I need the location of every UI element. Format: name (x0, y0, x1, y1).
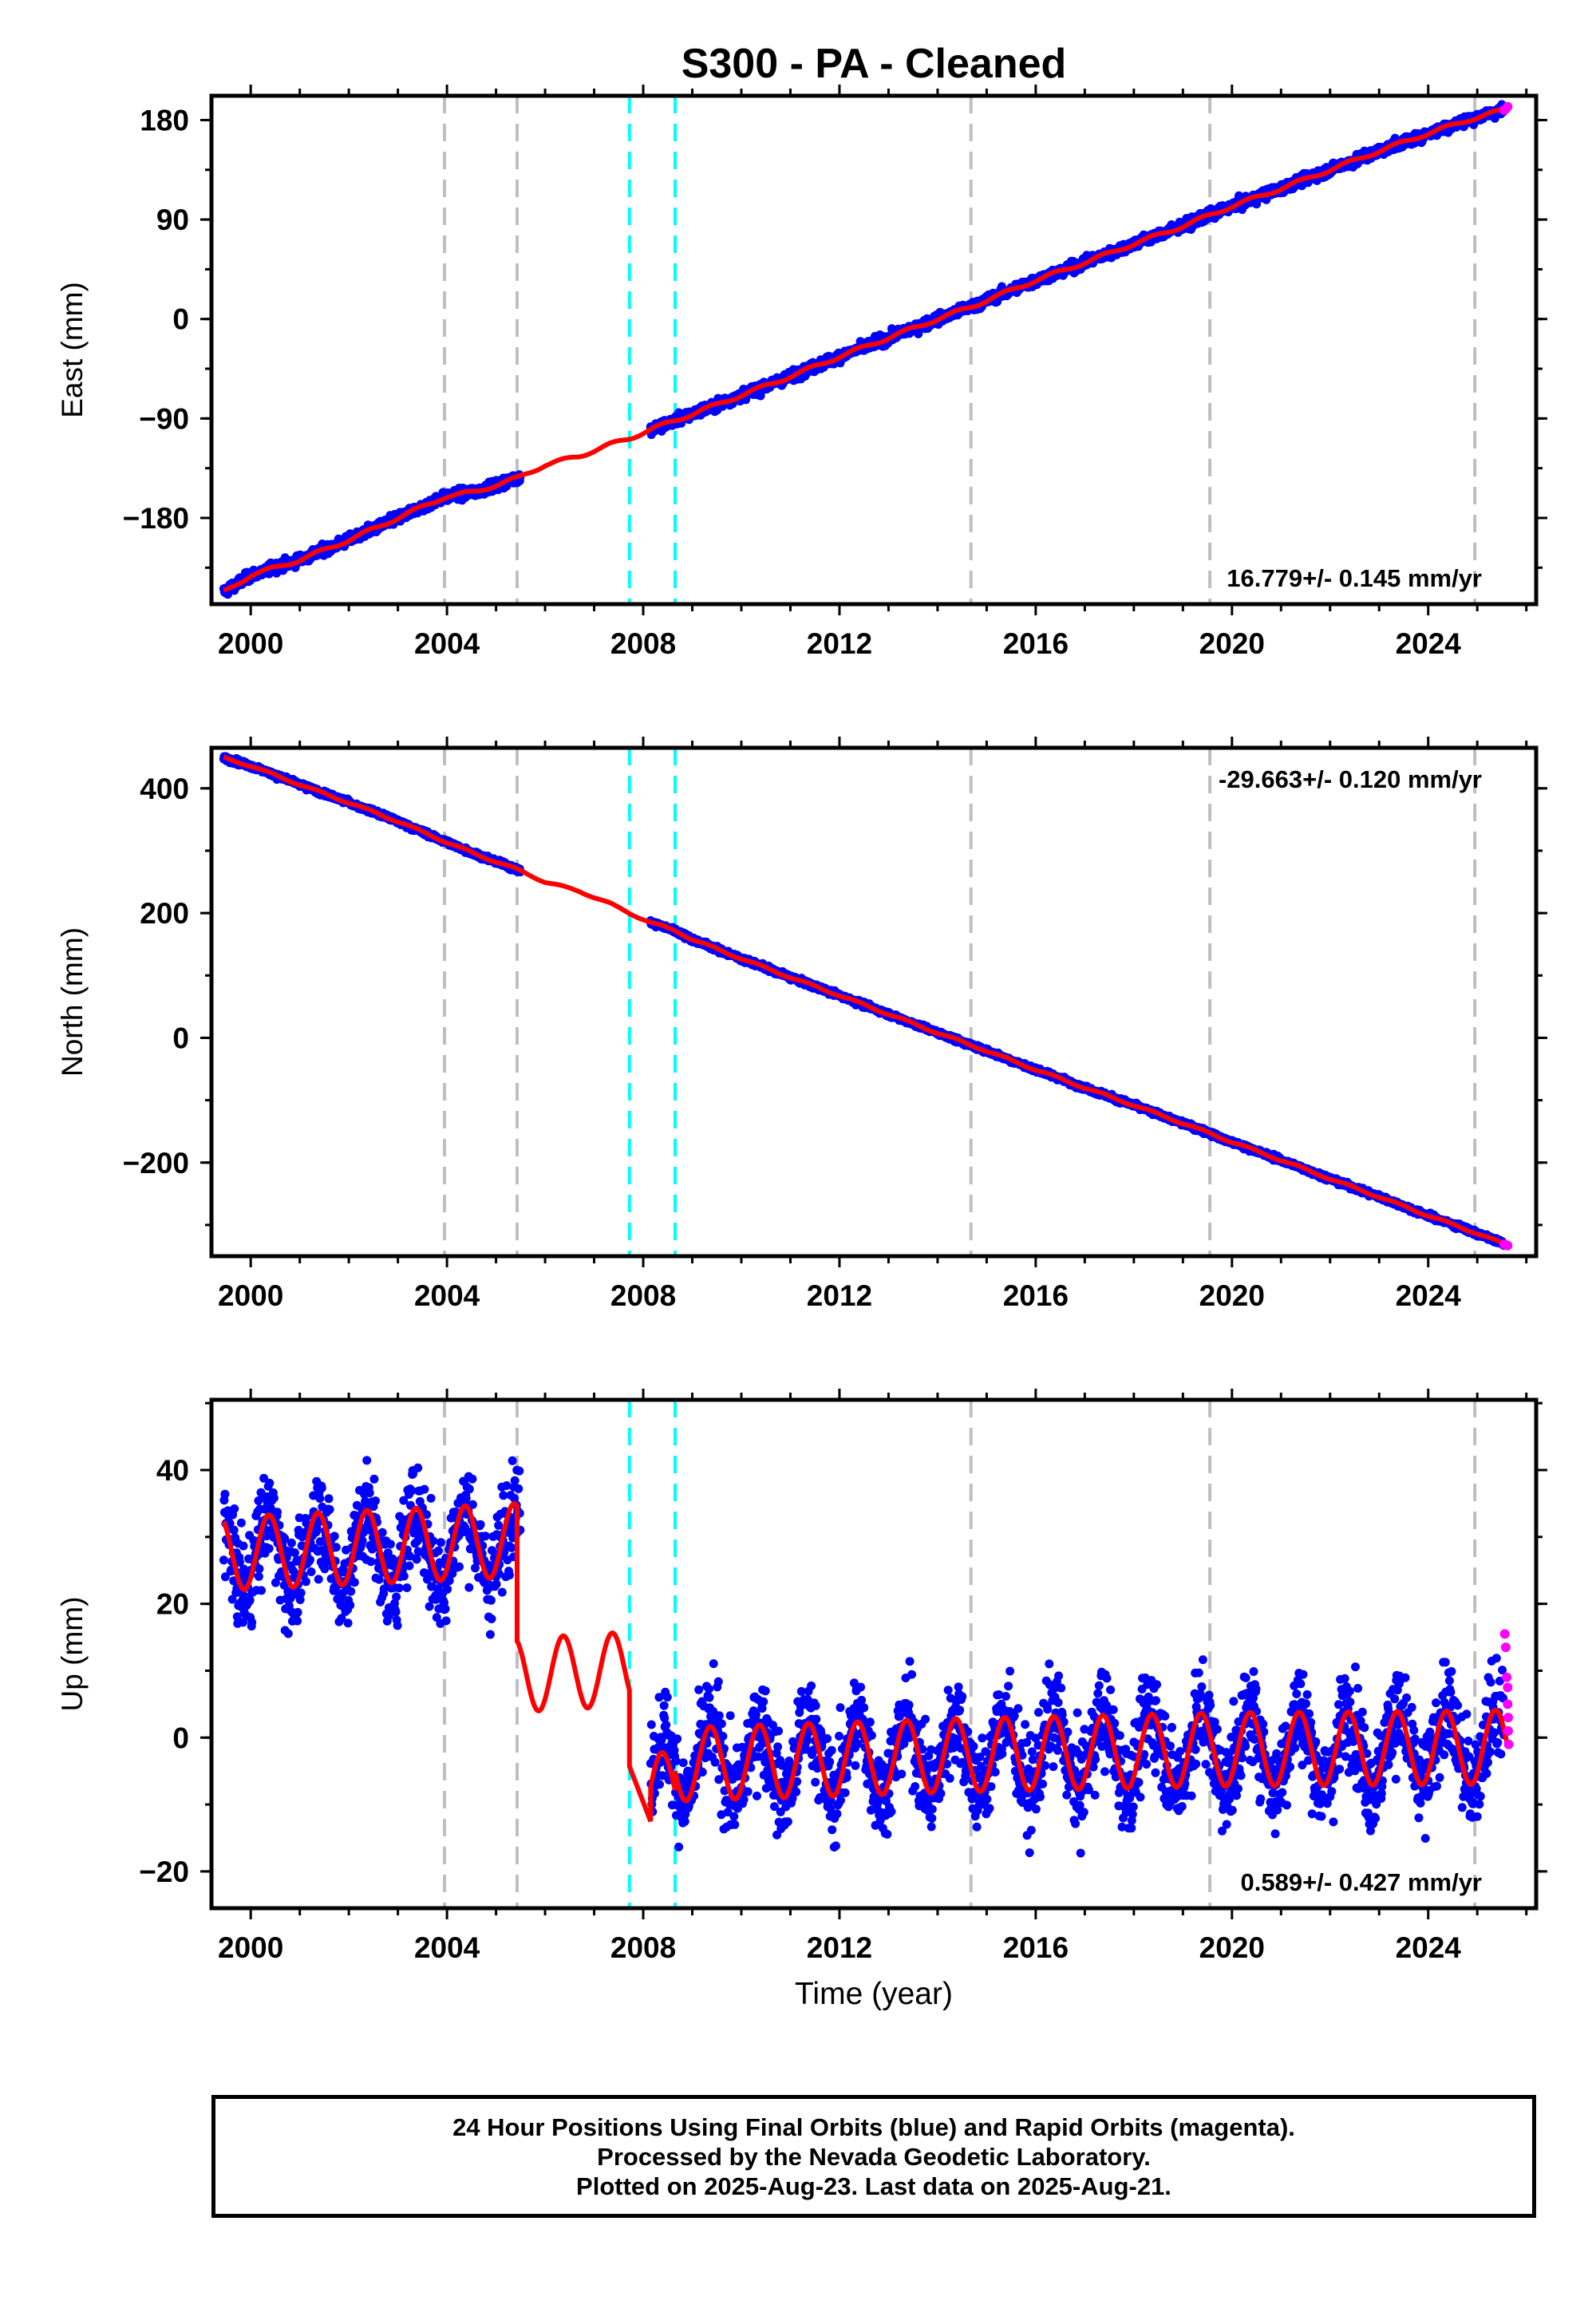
x-tick-label: 2020 (1199, 627, 1265, 660)
rapid-point (1503, 101, 1513, 112)
plot-area (219, 96, 1513, 604)
x-tick-label: 2012 (807, 627, 872, 660)
x-tick-label: 2008 (610, 627, 676, 660)
figure-title: S300 - PA - Cleaned (681, 41, 1067, 87)
x-tick-label: 2004 (414, 627, 480, 660)
y-tick-label: 0 (172, 303, 189, 336)
y-tick-label: −90 (139, 402, 189, 435)
x-tick-label: 2016 (1003, 627, 1069, 660)
x-tick-label: 2024 (1396, 627, 1462, 660)
y-axis-label: East (mm) (56, 282, 89, 418)
x-tick-label: 2000 (218, 627, 283, 660)
panel-north: 2000 2004 2008 2012 2016 2020 2024−2000200400N… (56, 737, 1547, 1312)
y-tick-label: 180 (140, 104, 189, 136)
y-tick-label: 90 (156, 204, 189, 236)
plot-area (219, 748, 1513, 1256)
rate-label: 16.779+/- 0.145 mm/yr (1227, 564, 1482, 592)
y-tick-label: −180 (123, 502, 189, 535)
panel-east: 2000 2004 2008 2012 2016 2020 2024 −180 −90 0 90 18… (56, 85, 1547, 660)
